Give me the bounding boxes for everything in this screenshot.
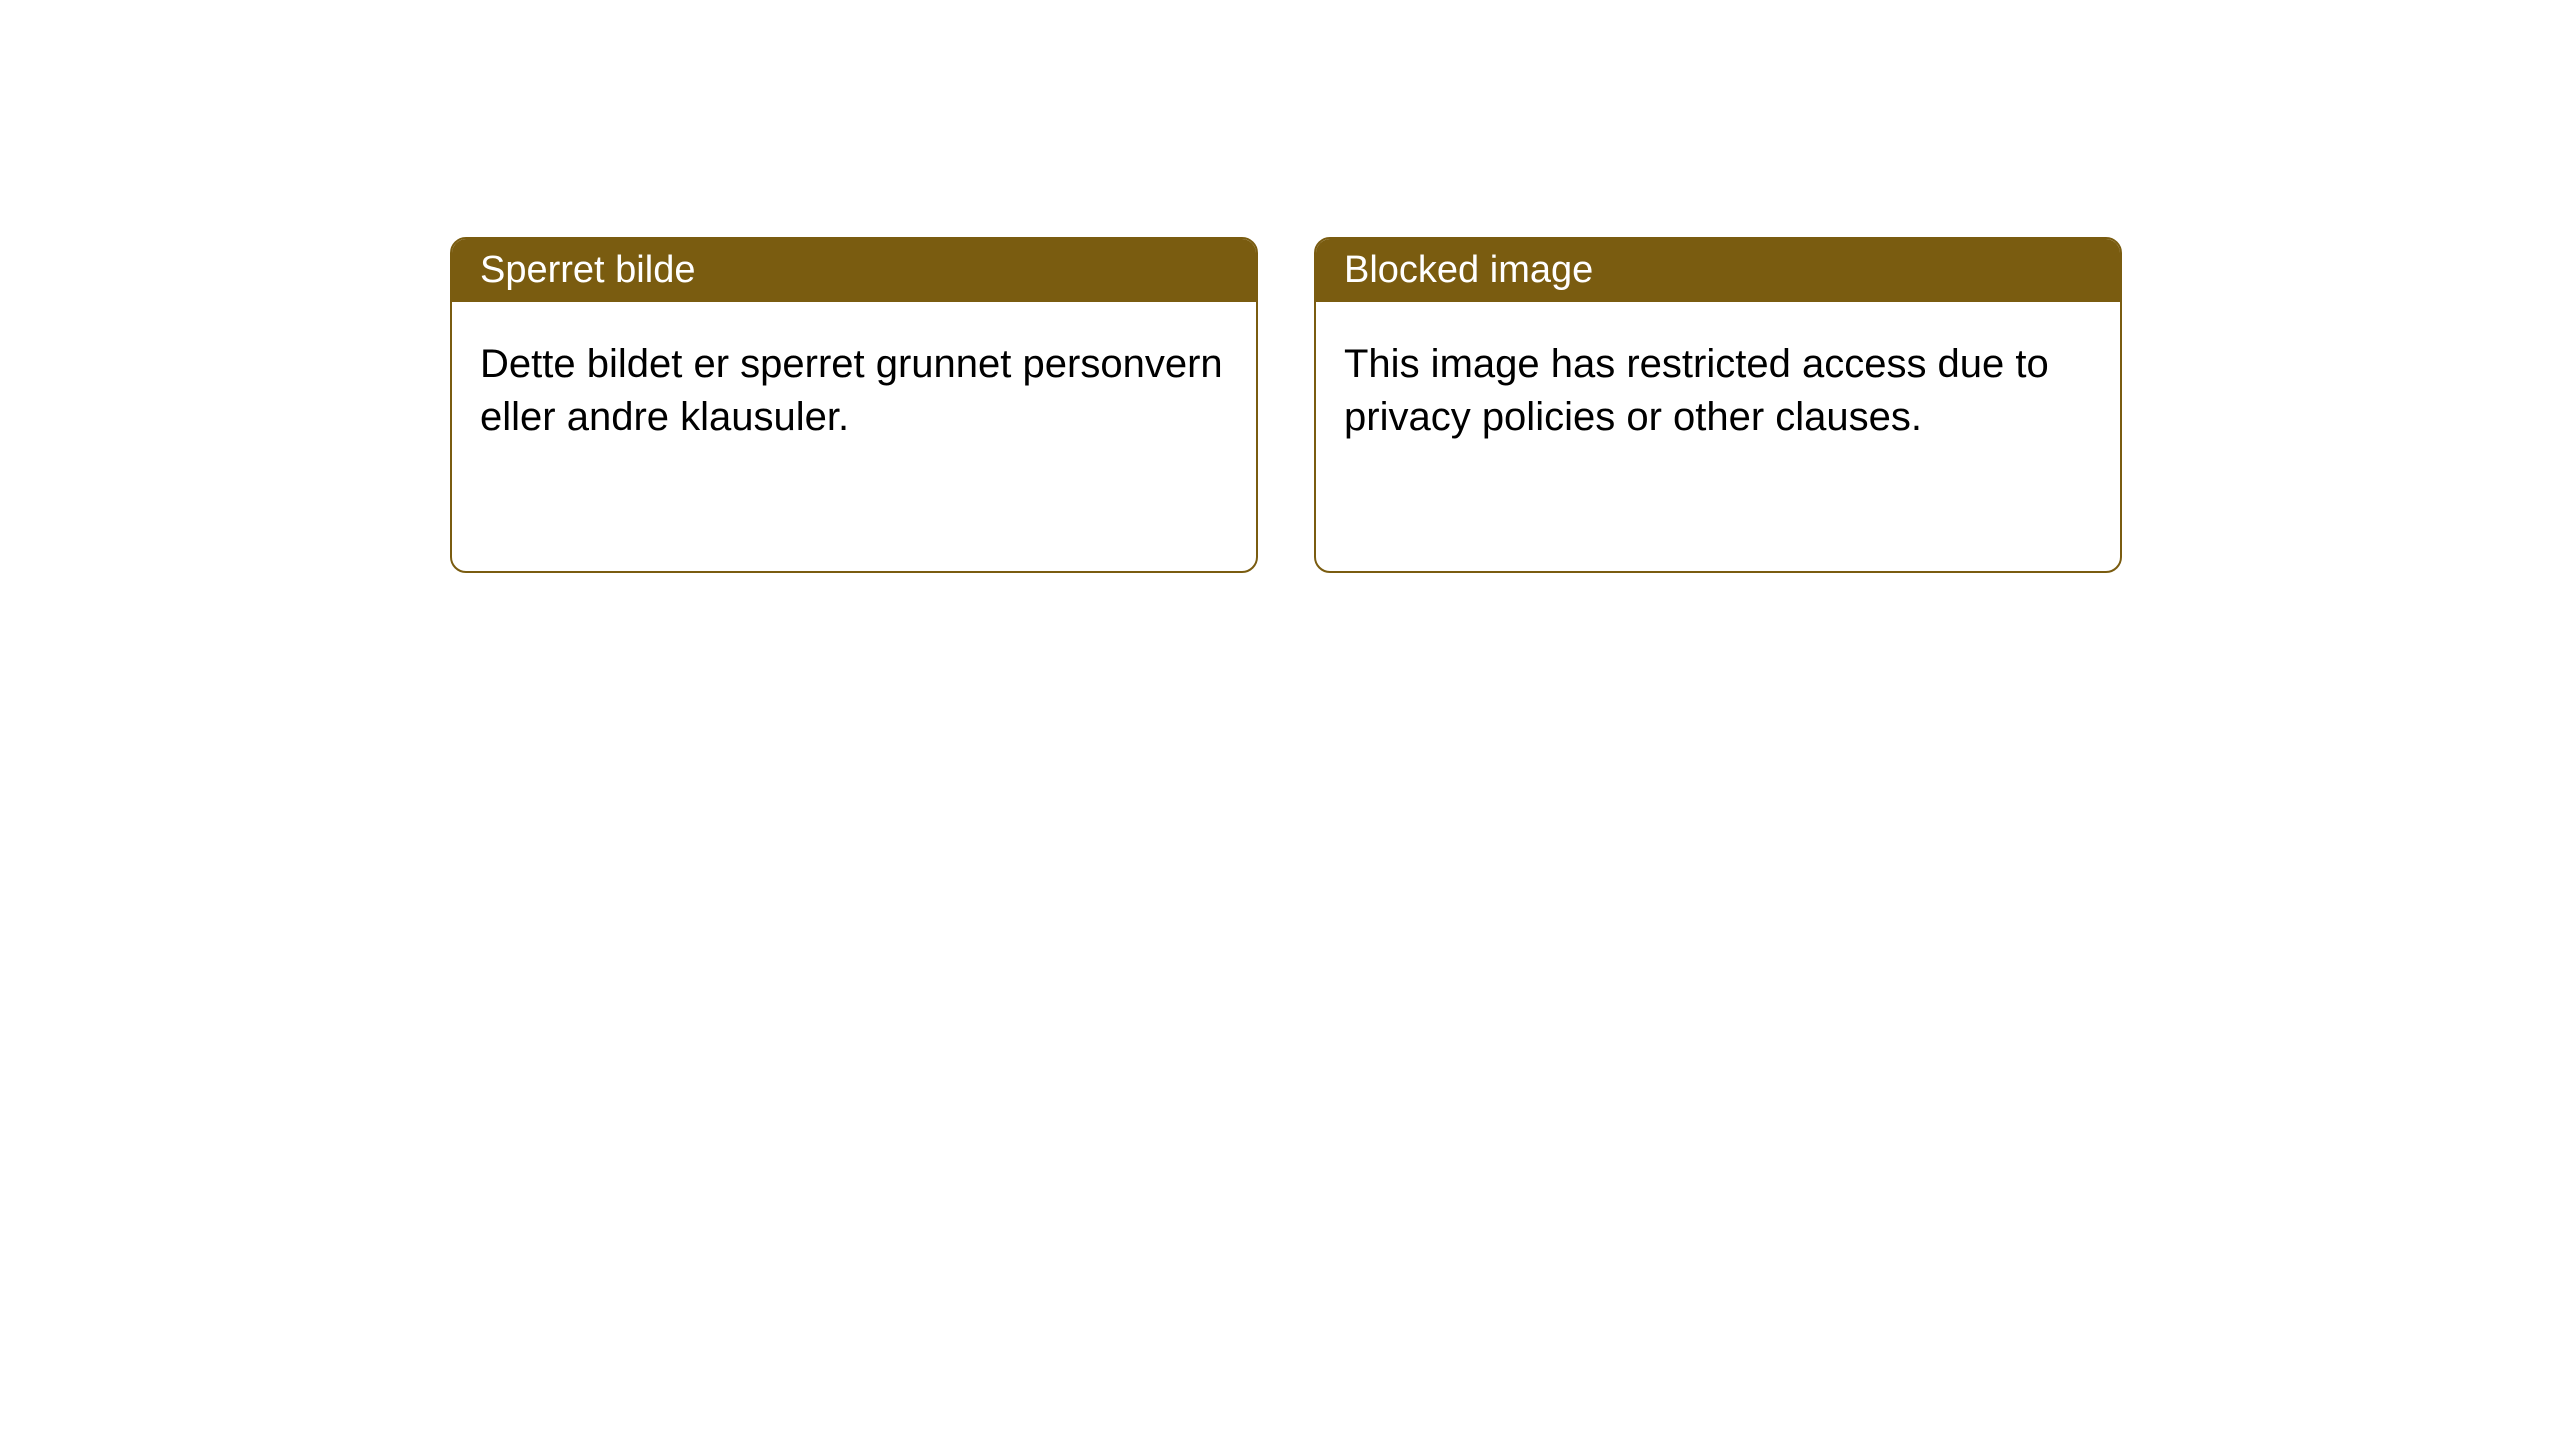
card-body: This image has restricted access due to … (1316, 302, 2120, 480)
card-title: Blocked image (1344, 249, 1593, 291)
card-body-text: Dette bildet er sperret grunnet personve… (480, 342, 1223, 439)
blocked-image-card-no: Sperret bilde Dette bildet er sperret gr… (450, 237, 1258, 573)
card-header: Sperret bilde (452, 239, 1256, 302)
card-body: Dette bildet er sperret grunnet personve… (452, 302, 1256, 480)
card-header: Blocked image (1316, 239, 2120, 302)
notice-cards-container: Sperret bilde Dette bildet er sperret gr… (450, 237, 2122, 573)
card-body-text: This image has restricted access due to … (1344, 342, 2049, 439)
blocked-image-card-en: Blocked image This image has restricted … (1314, 237, 2122, 573)
card-title: Sperret bilde (480, 249, 695, 291)
